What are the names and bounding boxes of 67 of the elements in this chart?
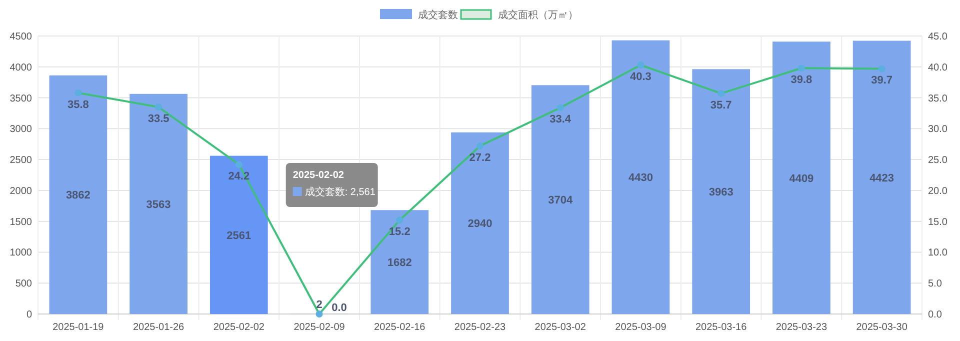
data-label: 4409 bbox=[789, 172, 814, 185]
data-label: 0.0 bbox=[332, 302, 347, 314]
bar bbox=[612, 40, 670, 314]
y2-tick-label: 20.0 bbox=[928, 186, 948, 197]
y-tick-label: 1500 bbox=[10, 216, 32, 228]
x-tick-label: 2025-02-23 bbox=[454, 322, 506, 333]
y-tick-label: 500 bbox=[15, 278, 32, 290]
y2-tick-label: 30.0 bbox=[928, 124, 948, 136]
y2-tick-label: 25.0 bbox=[928, 155, 948, 166]
data-label: 39.7 bbox=[871, 74, 893, 87]
data-label: 27.2 bbox=[469, 152, 491, 164]
y2-tick-label: 5.0 bbox=[928, 278, 942, 290]
x-tick-label: 2025-01-19 bbox=[52, 322, 104, 333]
annotation: 成交套数: 2,561 bbox=[304, 186, 376, 198]
bar bbox=[531, 85, 590, 314]
data-label: 4423 bbox=[870, 172, 894, 184]
x-tick-label: 2025-03-23 bbox=[776, 322, 828, 333]
y2-tick-label: 45.0 bbox=[928, 32, 948, 42]
legend-label: 成交面积（万㎡） bbox=[498, 9, 578, 21]
data-label: 35.7 bbox=[710, 99, 732, 112]
data-label: 39.8 bbox=[790, 74, 812, 86]
bar bbox=[49, 75, 108, 314]
y-tick-label: 4500 bbox=[10, 32, 32, 42]
data-label: 2 bbox=[316, 298, 322, 311]
data-label: 3862 bbox=[66, 190, 90, 202]
bar bbox=[130, 94, 188, 314]
x-tick-label: 2025-03-02 bbox=[534, 322, 586, 333]
data-label: 33.4 bbox=[550, 114, 572, 126]
data-label: 3563 bbox=[146, 198, 171, 211]
y-tick-label: 0 bbox=[26, 310, 32, 320]
data-label: 3704 bbox=[548, 194, 574, 207]
annotation: 2025-02-02 bbox=[292, 170, 344, 181]
bar bbox=[852, 40, 911, 314]
x-tick-label: 2025-03-16 bbox=[696, 322, 748, 333]
y2-tick-label: 10.0 bbox=[928, 248, 948, 259]
bar bbox=[692, 69, 750, 314]
x-tick-label: 2025-03-30 bbox=[856, 322, 908, 333]
y2-tick-label: 35.0 bbox=[928, 93, 948, 104]
y2-tick-label: 40.0 bbox=[928, 62, 948, 74]
x-tick-label: 2025-02-09 bbox=[294, 322, 346, 333]
bar bbox=[451, 132, 509, 314]
y-tick-label: 4000 bbox=[10, 62, 32, 74]
x-tick-label: 2025-02-02 bbox=[213, 322, 265, 333]
y-tick-label: 2500 bbox=[10, 155, 32, 166]
bar bbox=[370, 210, 429, 314]
data-label: 15.2 bbox=[388, 226, 410, 238]
x-tick-label: 2025-01-26 bbox=[132, 322, 185, 333]
legend-label: 成交套数 bbox=[418, 9, 458, 21]
y-tick-label: 3000 bbox=[10, 124, 32, 136]
bar bbox=[210, 156, 268, 314]
y2-tick-label: 0.0 bbox=[928, 310, 942, 320]
tooltip: 2025-02-02 成交套数: 2,561 bbox=[286, 163, 378, 207]
x-tick-label: 2025-02-16 bbox=[374, 322, 426, 333]
data-label: 1682 bbox=[387, 257, 412, 270]
y2-tick-label: 15.0 bbox=[928, 216, 948, 228]
data-label: 2561 bbox=[226, 230, 252, 242]
data-label: 40.3 bbox=[630, 71, 652, 84]
data-label: 35.8 bbox=[67, 98, 89, 111]
y-tick-label: 2000 bbox=[10, 186, 32, 197]
data-label: 3963 bbox=[708, 186, 734, 199]
data-label: 33.5 bbox=[148, 113, 170, 126]
data-label: 2940 bbox=[468, 218, 492, 230]
y-tick-label: 1000 bbox=[10, 248, 32, 259]
data-label: 4430 bbox=[628, 172, 653, 184]
bar bbox=[772, 42, 830, 314]
y-tick-label: 3500 bbox=[10, 93, 32, 104]
x-tick-label: 2025-03-09 bbox=[615, 322, 667, 333]
